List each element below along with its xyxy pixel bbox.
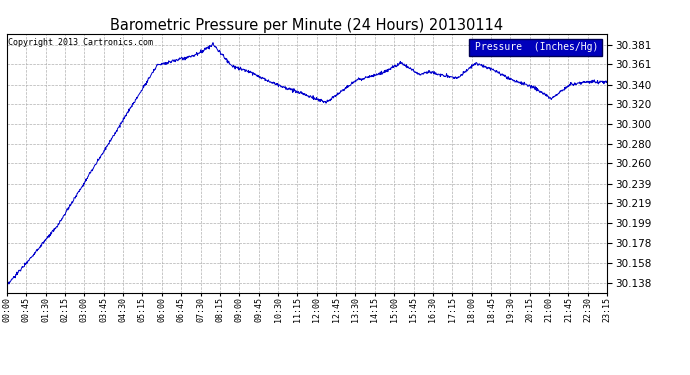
Title: Barometric Pressure per Minute (24 Hours) 20130114: Barometric Pressure per Minute (24 Hours… (110, 18, 504, 33)
Text: Copyright 2013 Cartronics.com: Copyright 2013 Cartronics.com (8, 38, 153, 46)
Legend: Pressure  (Inches/Hg): Pressure (Inches/Hg) (469, 39, 602, 56)
